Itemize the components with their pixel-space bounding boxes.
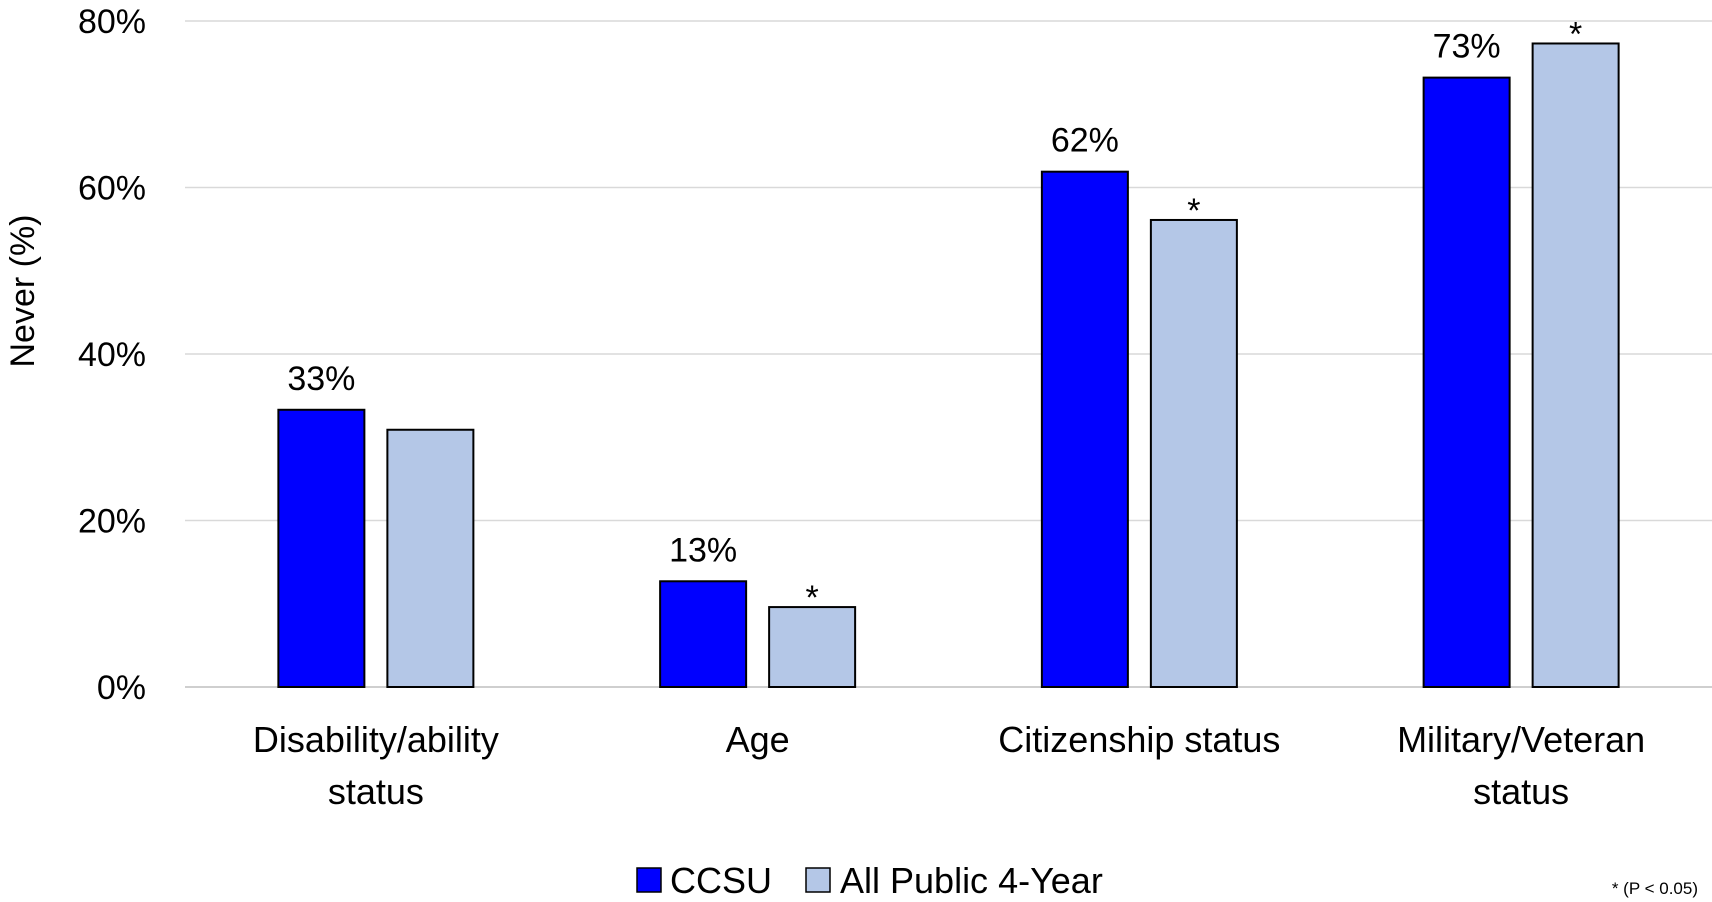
category-label: Military/Veteran xyxy=(1397,719,1645,760)
y-tick-label: 20% xyxy=(78,503,146,541)
significance-marker: * xyxy=(1187,192,1200,230)
footnote: * (P < 0.05) xyxy=(1612,879,1698,898)
y-tick-label: 60% xyxy=(78,170,146,208)
y-tick-label: 0% xyxy=(97,669,146,707)
legend-swatch-ccsu xyxy=(636,867,662,893)
bar-all-public-1 xyxy=(768,606,857,689)
bar-all-public-0 xyxy=(386,428,475,688)
category-label: status xyxy=(328,771,424,812)
bar-all-public-2 xyxy=(1149,218,1238,688)
category-label: Disability/ability xyxy=(253,719,499,760)
bar-all-public-3 xyxy=(1531,42,1620,689)
data-label: 33% xyxy=(287,360,355,398)
data-label: 13% xyxy=(669,531,737,569)
category-label: status xyxy=(1473,771,1569,812)
bar-ccsu-1 xyxy=(659,580,748,689)
bar-ccsu-3 xyxy=(1422,76,1511,689)
bars xyxy=(277,42,1620,689)
y-axis-label: Never (%) xyxy=(4,214,42,367)
significance-marker: * xyxy=(1569,15,1582,53)
y-tick-label: 80% xyxy=(78,3,146,41)
category-label: Age xyxy=(726,719,790,760)
legend-label-all-public: All Public 4-Year xyxy=(840,860,1103,901)
category-label: Citizenship status xyxy=(998,719,1280,760)
data-label: 62% xyxy=(1051,122,1119,160)
bar-ccsu-0 xyxy=(277,408,366,688)
legend-swatch-all-public xyxy=(805,867,831,893)
legend-label-ccsu: CCSU xyxy=(670,860,772,901)
legend: CCSU All Public 4-Year xyxy=(636,860,1103,901)
data-label: 73% xyxy=(1433,28,1501,66)
data-labels: 33% 13% * 62% * 73% * xyxy=(287,15,1582,617)
significance-marker: * xyxy=(806,579,819,617)
y-axis-ticks: 0% 20% 40% 60% 80% xyxy=(78,3,146,707)
bar-ccsu-2 xyxy=(1040,170,1129,688)
y-tick-label: 40% xyxy=(78,336,146,374)
x-axis-categories: Disability/ability status Age Citizenship s… xyxy=(253,719,1645,812)
